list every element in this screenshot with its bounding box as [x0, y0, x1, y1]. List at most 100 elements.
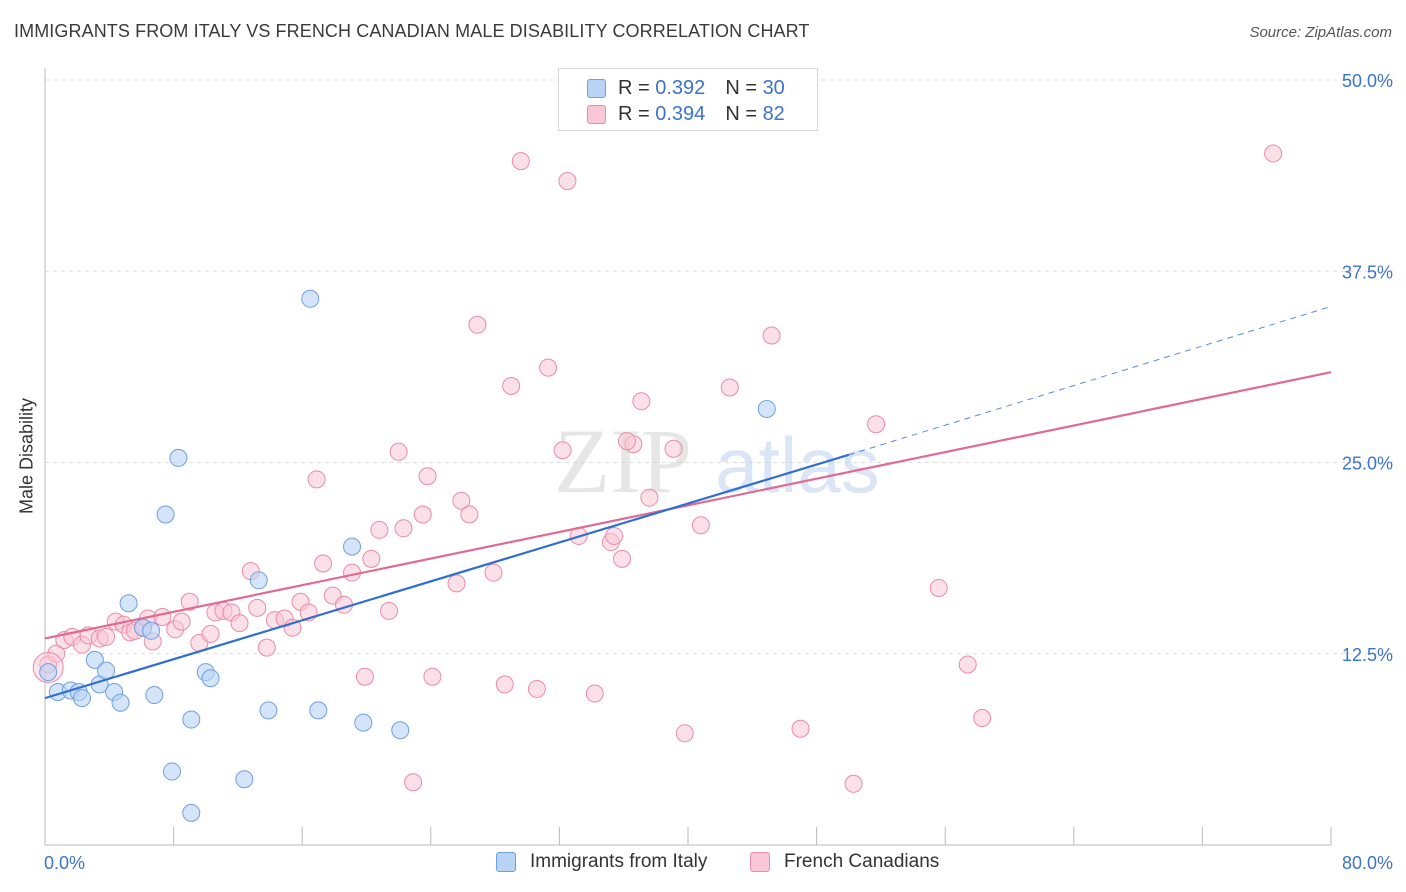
data-point-french: [632, 392, 651, 411]
n-value: 30: [762, 76, 785, 99]
r-value: 0.394: [655, 102, 706, 125]
y-tick-label: 50.0%: [1342, 71, 1393, 91]
r-value: 0.392: [655, 76, 706, 99]
data-point-french: [380, 601, 399, 620]
data-point-french: [248, 598, 267, 617]
data-point-french: [664, 439, 683, 458]
italy-swatch: [587, 78, 606, 98]
italy-swatch: [496, 852, 516, 872]
data-point-french: [201, 624, 220, 643]
tick-labels: 12.5% 25.0% 37.5% 50.0% 0.0% 80.0%: [44, 71, 1393, 873]
data-point-french: [355, 667, 374, 686]
data-point-french: [585, 684, 604, 703]
data-point-italy: [249, 571, 268, 590]
data-point-french: [791, 719, 810, 738]
data-point-french: [97, 627, 116, 646]
data-point-french: [394, 519, 413, 538]
legend-row-italy: R = 0.392 N = 30: [587, 76, 785, 100]
data-point-italy: [309, 701, 328, 720]
data-point-french: [502, 377, 521, 395]
r-label: R =: [618, 102, 650, 125]
data-point-italy: [757, 399, 776, 418]
y-tick-label: 37.5%: [1342, 262, 1393, 282]
trend-lines: [44, 305, 1332, 700]
data-point-french: [460, 505, 479, 524]
x-tick-label: 0.0%: [44, 853, 85, 873]
data-point-french: [675, 724, 694, 743]
data-point-french: [495, 675, 514, 694]
data-point-french: [613, 549, 632, 568]
data-point-french: [47, 644, 66, 663]
n-value: 82: [762, 102, 785, 125]
data-point-italy: [39, 663, 58, 682]
data-point-french: [720, 378, 739, 397]
legend-row-french: R = 0.394 N = 82: [587, 102, 785, 126]
series-immigrants-from-italy: [39, 289, 776, 822]
legend-item-french[interactable]: French Canadians: [750, 851, 939, 873]
data-point-french: [452, 491, 471, 510]
french-swatch: [587, 104, 606, 124]
data-point-french: [605, 526, 624, 545]
legend-label-italy: Immigrants from Italy: [530, 851, 708, 872]
watermark-zip: ZIP: [554, 410, 692, 512]
y-tick-label: 12.5%: [1342, 645, 1393, 665]
data-point-french: [844, 774, 863, 793]
data-point-italy: [391, 721, 410, 740]
series-legend: Immigrants from Italy French Canadians: [0, 851, 1406, 877]
data-point-french: [362, 549, 381, 568]
data-point-french: [257, 638, 276, 657]
data-point-italy: [97, 661, 116, 680]
data-point-french: [617, 432, 636, 451]
data-point-french: [511, 152, 530, 171]
data-point-french: [973, 709, 992, 728]
trend-line-french: [44, 371, 1332, 640]
data-point-french: [172, 612, 191, 631]
data-point-french: [307, 470, 326, 489]
data-point-italy: [354, 713, 373, 732]
data-point-french: [389, 442, 408, 461]
data-point-french: [423, 667, 442, 686]
chart-title: IMMIGRANTS FROM ITALY VS FRENCH CANADIAN…: [14, 21, 810, 41]
n-label: N =: [725, 102, 757, 125]
data-point-italy: [162, 762, 181, 781]
data-point-french: [180, 592, 199, 611]
r-label: R =: [618, 76, 650, 99]
data-point-italy: [182, 710, 201, 729]
data-point-french: [230, 614, 249, 633]
n-label: N =: [725, 76, 757, 99]
data-point-french: [527, 679, 546, 698]
data-point-french: [447, 574, 466, 593]
data-point-french: [314, 554, 333, 573]
data-point-italy: [182, 803, 201, 822]
data-point-italy: [259, 701, 278, 720]
data-point-italy: [235, 770, 254, 789]
data-point-italy: [201, 669, 220, 688]
data-point-italy: [119, 594, 138, 613]
data-point-italy: [301, 289, 320, 308]
data-point-french: [418, 467, 437, 486]
data-point-italy: [72, 689, 91, 708]
data-point-french: [539, 358, 558, 377]
axes: [44, 68, 1332, 846]
data-point-italy: [156, 505, 175, 524]
trend-line-italy: [44, 453, 850, 700]
data-point-french: [468, 315, 487, 334]
data-point-french: [553, 441, 572, 460]
data-point-italy: [142, 621, 161, 640]
watermark-atlas: atlas: [715, 421, 880, 509]
data-point-french: [413, 505, 432, 524]
data-point-italy: [343, 537, 362, 556]
legend-label-french: French Canadians: [784, 851, 940, 872]
data-point-french: [762, 326, 781, 345]
data-point-french: [691, 516, 710, 535]
data-point-french: [1264, 144, 1283, 163]
data-point-french: [404, 773, 423, 792]
data-point-french: [484, 563, 503, 582]
data-point-italy: [145, 686, 164, 705]
legend-item-italy[interactable]: Immigrants from Italy: [496, 851, 707, 873]
data-point-italy: [111, 693, 130, 712]
data-point-french: [153, 608, 172, 627]
x-tick-label: 80.0%: [1342, 853, 1393, 873]
data-point-french: [370, 520, 389, 539]
